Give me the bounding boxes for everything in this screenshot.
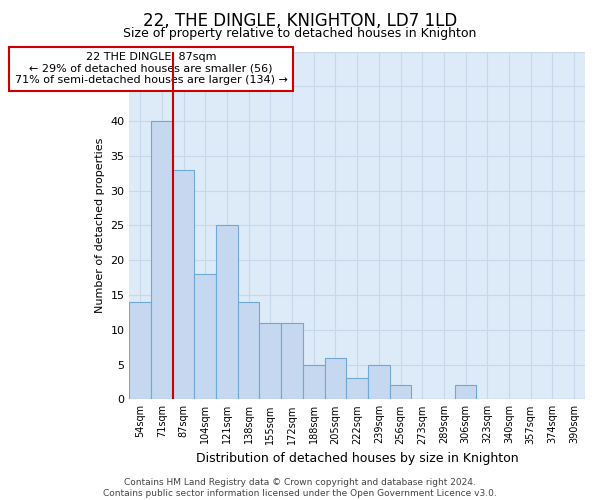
Bar <box>173 170 194 400</box>
Text: 22, THE DINGLE, KNIGHTON, LD7 1LD: 22, THE DINGLE, KNIGHTON, LD7 1LD <box>143 12 457 30</box>
X-axis label: Distribution of detached houses by size in Knighton: Distribution of detached houses by size … <box>196 452 518 465</box>
Bar <box>389 386 412 400</box>
Bar <box>281 323 303 400</box>
Bar <box>129 302 151 400</box>
Bar <box>216 226 238 400</box>
Bar <box>346 378 368 400</box>
Text: Size of property relative to detached houses in Knighton: Size of property relative to detached ho… <box>124 28 476 40</box>
Bar <box>259 323 281 400</box>
Text: Contains HM Land Registry data © Crown copyright and database right 2024.
Contai: Contains HM Land Registry data © Crown c… <box>103 478 497 498</box>
Bar <box>151 121 173 400</box>
Bar <box>303 364 325 400</box>
Bar <box>455 386 476 400</box>
Bar <box>325 358 346 400</box>
Bar <box>194 274 216 400</box>
Text: 22 THE DINGLE: 87sqm
← 29% of detached houses are smaller (56)
71% of semi-detac: 22 THE DINGLE: 87sqm ← 29% of detached h… <box>14 52 287 86</box>
Bar <box>368 364 389 400</box>
Bar <box>238 302 259 400</box>
Y-axis label: Number of detached properties: Number of detached properties <box>95 138 105 313</box>
